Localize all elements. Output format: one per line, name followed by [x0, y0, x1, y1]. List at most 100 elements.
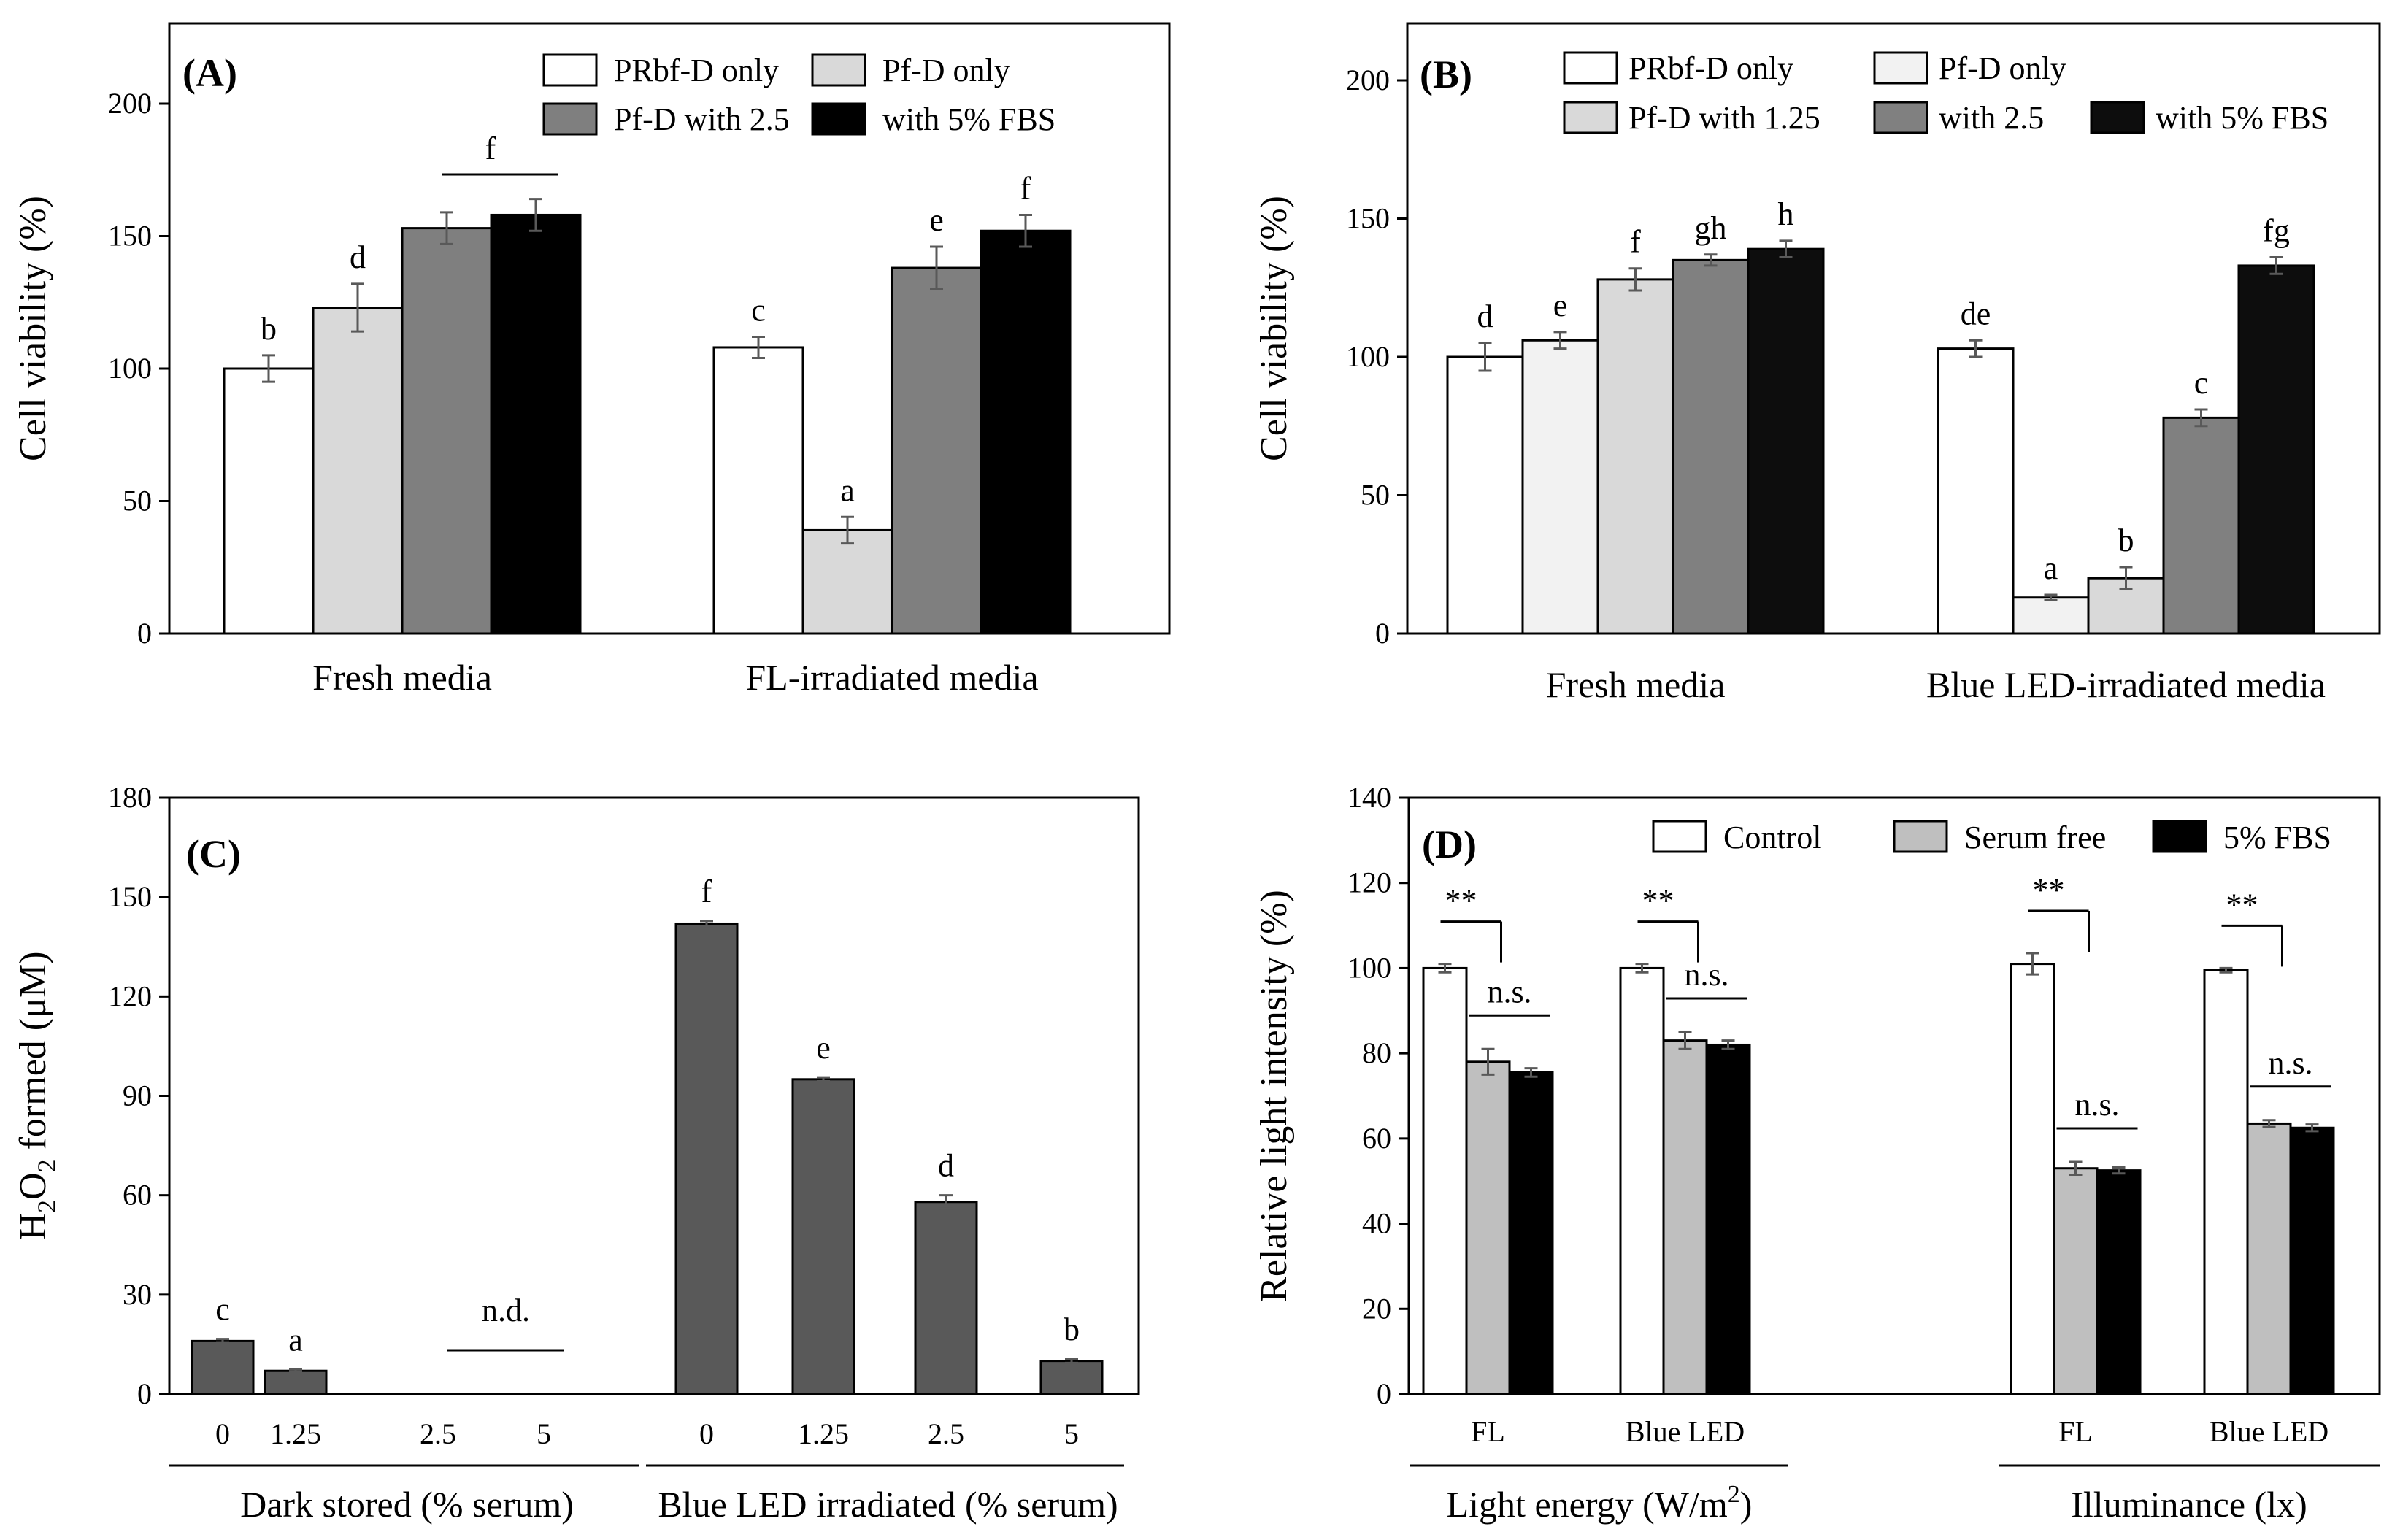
error-bar: [841, 515, 854, 545]
bar-0-group-2: [674, 922, 739, 1395]
error-bar: [262, 354, 275, 383]
panel-label: (C): [186, 832, 241, 876]
bar-1-group-2: [1937, 347, 2015, 635]
error-bar: [1481, 1047, 1495, 1076]
significance-letter: a: [840, 472, 855, 508]
significance-letter: de: [1961, 296, 1991, 331]
error-bar: [440, 211, 453, 245]
bar-1-group-1: [1446, 355, 1524, 635]
error-bar: [216, 1338, 229, 1344]
bar-5-group-1: [1747, 247, 1825, 635]
bar-2-group-2: [2012, 596, 2090, 635]
panel-a: 0 50 100 150 200 Cell viability (%) b d Fresh me…: [12, 22, 1171, 698]
significance-letter: a: [288, 1322, 303, 1358]
significance-letter: d: [350, 239, 366, 275]
x-group-label: Light energy (W/m2): [1447, 1481, 1753, 1525]
x-tick-label: Blue LED: [1626, 1415, 1745, 1448]
error-bar: [1969, 339, 1983, 358]
y-tick-label: 100: [1346, 340, 1390, 373]
bar-5-fbs-group-2: [1705, 1043, 1751, 1395]
y-axis-title-part: O: [12, 1172, 54, 1200]
error-bar: [1478, 342, 1492, 372]
legend-label: Pf-D only: [882, 53, 1010, 88]
significance-letter: c: [751, 292, 766, 328]
bar-2-group-1: [312, 307, 404, 635]
bar-5-fbs-group-3: [2096, 1169, 2142, 1395]
x-tick-label: 5: [537, 1417, 551, 1450]
legend-swatch: [1563, 51, 1618, 85]
significance-letter: d: [1477, 299, 1493, 334]
significance-letter: fg: [2263, 213, 2290, 249]
legend-label: with 5% FBS: [2156, 100, 2328, 136]
significance-letter: f: [485, 131, 496, 166]
significance-star: **: [1642, 883, 1674, 919]
bar-serum-free-group-4: [2246, 1122, 2292, 1395]
bar-4-group-1: [1672, 258, 1750, 635]
bar-control-group-4: [2203, 969, 2249, 1395]
plot-frame: [168, 796, 1140, 1395]
y-tick-label: 120: [108, 979, 152, 1012]
error-bar: [2219, 966, 2233, 974]
bar-4-group-2: [980, 229, 1072, 635]
significance-star: **: [2033, 872, 2065, 908]
error-bar: [1678, 1031, 1692, 1050]
bar-control-group-1: [1422, 966, 1468, 1395]
x-group-label: Blue LED irradiated (% serum): [658, 1484, 1118, 1525]
error-bar: [1438, 963, 1452, 974]
bar-4-group-1: [490, 213, 582, 635]
y-axis-title-subscript: 2: [32, 1159, 61, 1172]
y-tick-label: 50: [123, 485, 152, 517]
error-bar: [2305, 1123, 2319, 1133]
x-group-label: FL-irradiated media: [745, 657, 1038, 698]
x-group-label: Illuminance (lx): [2071, 1484, 2307, 1525]
x-group-label: Fresh media: [1546, 664, 1726, 705]
x-tick-label: 0: [699, 1417, 714, 1450]
significance-star: **: [1445, 883, 1477, 919]
significance-letter: c: [215, 1292, 230, 1328]
significance-letter: b: [1064, 1312, 1080, 1347]
error-bar: [930, 245, 943, 290]
y-tick-label: 90: [123, 1079, 152, 1112]
legend-swatch: [811, 53, 866, 87]
bar-5-group-2: [2237, 264, 2315, 635]
legend-swatch: [2090, 101, 2145, 134]
error-bar: [1524, 1067, 1538, 1078]
error-bar: [2112, 1166, 2126, 1175]
legend-label: Pf-D only: [1939, 50, 2066, 86]
error-bar: [2262, 1119, 2276, 1128]
legend-swatch: [1893, 820, 1948, 853]
x-tick-label: FL: [2058, 1415, 2093, 1448]
x-group-label-part: ): [1740, 1484, 1753, 1525]
bar-2.5-group-2: [914, 1201, 978, 1395]
y-tick-label: 140: [1347, 781, 1391, 814]
nd-label: n.d.: [482, 1293, 530, 1328]
error-bar: [2269, 256, 2283, 275]
y-axis-title-part: formed (μM): [12, 951, 54, 1159]
bar-0-group-1: [191, 1339, 255, 1395]
error-bar: [289, 1368, 302, 1374]
error-bar: [1019, 213, 1032, 248]
y-tick-label: 180: [108, 781, 152, 814]
y-tick-label: 60: [1362, 1122, 1391, 1155]
legend-label: Pf-D with 1.25: [1628, 100, 1820, 136]
bar-5-fbs-group-1: [1508, 1071, 1554, 1395]
y-tick-label: 30: [123, 1278, 152, 1311]
legend-label: Pf-D with 2.5: [614, 101, 790, 137]
error-bar: [939, 1194, 953, 1210]
legend-swatch: [542, 53, 598, 87]
error-bar: [351, 282, 364, 333]
significance-letter: a: [2044, 550, 2058, 586]
legend-label: Serum free: [1964, 820, 2106, 855]
error-bar: [2044, 593, 2058, 602]
y-tick-label: 150: [1346, 202, 1390, 235]
legend-swatch: [1873, 101, 1928, 134]
error-bar: [2119, 566, 2133, 590]
ns-label: n.s.: [1684, 957, 1728, 993]
significance-letter: f: [1020, 170, 1031, 206]
x-tick-label: Blue LED: [2210, 1415, 2328, 1448]
y-tick-label: 150: [108, 220, 152, 253]
bar-5-fbs-group-4: [2289, 1126, 2335, 1395]
significance-letter: gh: [1695, 210, 1727, 246]
error-bar: [1704, 253, 1718, 267]
